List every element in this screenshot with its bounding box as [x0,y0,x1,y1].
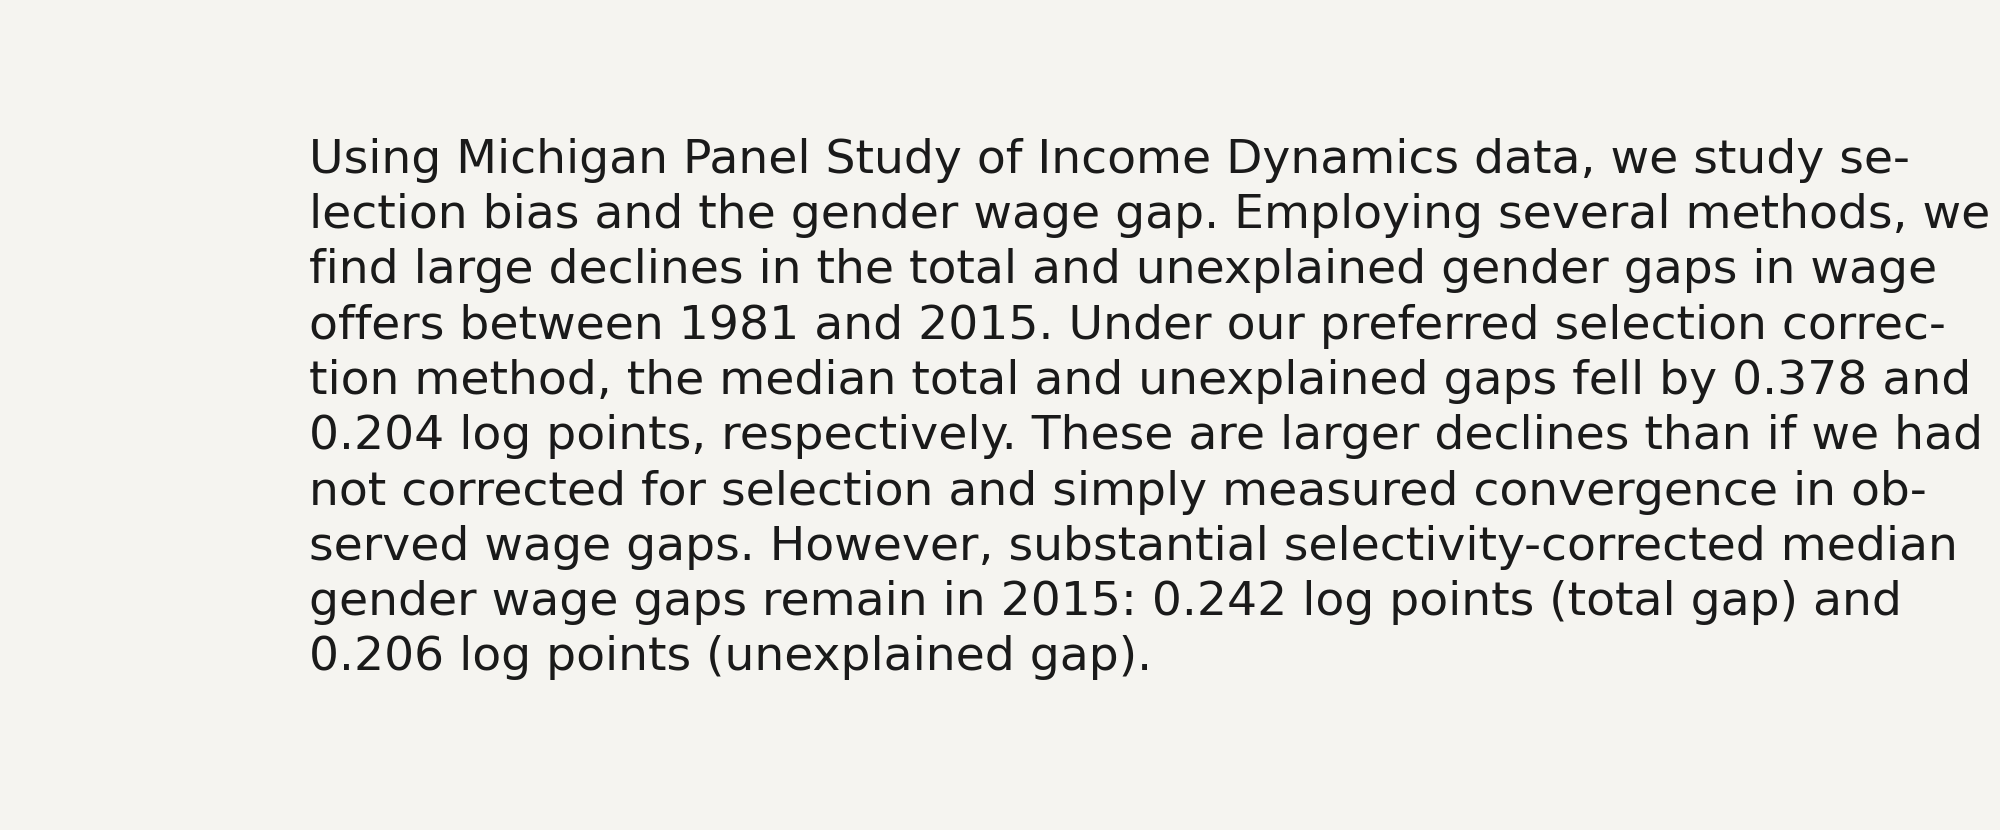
Text: lection bias and the gender wage gap. Employing several methods, we: lection bias and the gender wage gap. Em… [308,193,1990,238]
Text: not corrected for selection and simply measured convergence in ob-: not corrected for selection and simply m… [308,470,1926,515]
Text: find large declines in the total and unexplained gender gaps in wage: find large declines in the total and une… [308,248,1938,294]
Text: served wage gaps. However, substantial selectivity-corrected median: served wage gaps. However, substantial s… [308,525,1958,570]
Text: 0.204 log points, respectively. These are larger declines than if we had: 0.204 log points, respectively. These ar… [308,414,1982,459]
Text: Using Michigan Panel Study of Income Dynamics data, we study se-: Using Michigan Panel Study of Income Dyn… [308,138,1910,183]
Text: offers between 1981 and 2015. Under our preferred selection correc-: offers between 1981 and 2015. Under our … [308,304,1946,349]
Text: 0.206 log points (unexplained gap).: 0.206 log points (unexplained gap). [308,636,1152,681]
Text: tion method, the median total and unexplained gaps fell by 0.378 and: tion method, the median total and unexpl… [308,359,1972,404]
Text: gender wage gaps remain in 2015: 0.242 log points (total gap) and: gender wage gaps remain in 2015: 0.242 l… [308,580,1902,625]
